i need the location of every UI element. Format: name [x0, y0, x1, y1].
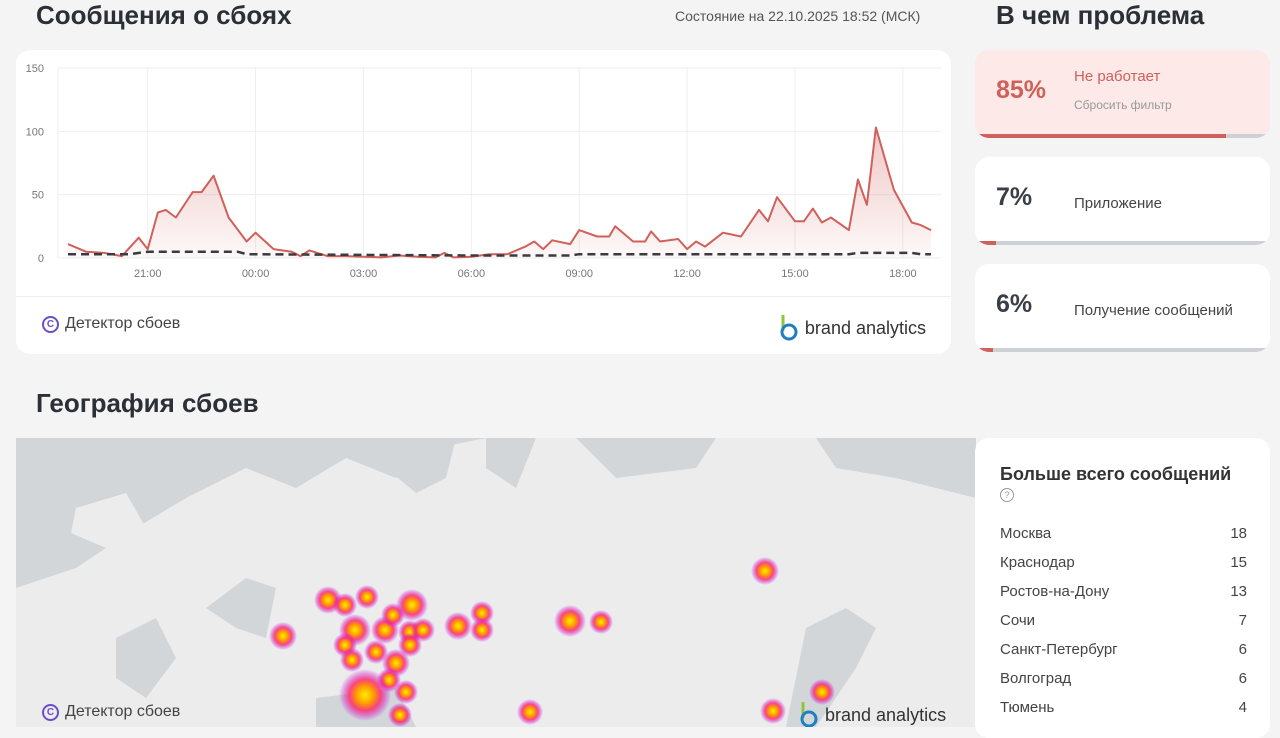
heat-spot [398, 633, 422, 657]
problem-share-fill [975, 348, 993, 352]
brand-analytics-icon [780, 315, 798, 341]
series-area [68, 127, 931, 258]
problem-filter-1[interactable]: 7% Приложение [975, 157, 1270, 245]
problem-share-bar [975, 348, 1270, 352]
outage-chart-card: 0 50 100 150 21:00 00:00 03:00 06:00 09:00 12:00 1… [16, 50, 951, 354]
top-cities-title: Больше всего сообщений [1000, 464, 1232, 484]
problem-label: Не работает [1074, 68, 1161, 85]
city-count: 6 [1238, 641, 1247, 658]
page-title: Сообщения о сбоях [36, 0, 292, 30]
heat-spot [396, 589, 428, 621]
heat-spot [751, 557, 779, 585]
city-count: 4 [1238, 699, 1247, 716]
problem-label: Получение сообщений [1074, 302, 1233, 319]
heat-spot [364, 640, 388, 664]
problem-share-fill [975, 241, 996, 245]
series-line-baseline [68, 250, 931, 257]
city-name: Сочи [1000, 612, 1036, 629]
city-row: Сочи 7 [1000, 612, 1247, 629]
city-row: Тюмень 4 [1000, 699, 1247, 716]
reset-filter-link[interactable]: Сбросить фильтр [1074, 98, 1172, 112]
arctic-sea [386, 438, 976, 498]
city-row: Ростов-на-Дону 13 [1000, 583, 1247, 600]
problem-share-bar [975, 241, 1270, 245]
status-timestamp: Состояние на 22.10.2025 18:52 (МСК) [675, 8, 921, 24]
problem-percent: 85% [996, 76, 1047, 104]
city-count: 13 [1230, 583, 1247, 600]
copyright-icon: C [42, 315, 59, 333]
x-tick-label: 09:00 [565, 268, 593, 280]
y-tick-label: 50 [32, 190, 44, 202]
y-tick-label: 0 [38, 253, 44, 265]
north-sea [116, 618, 176, 698]
heat-spot [589, 610, 613, 634]
problem-percent: 7% [996, 183, 1033, 211]
problems-title: В чем проблема [996, 0, 1205, 30]
x-tick-label: 21:00 [134, 268, 162, 280]
x-tick-label: 15:00 [781, 268, 809, 280]
city-name: Тюмень [1000, 699, 1055, 716]
y-tick-label: 150 [26, 63, 44, 75]
heat-spot [355, 585, 379, 609]
heat-spot [517, 699, 543, 725]
problem-filter-0[interactable]: 85% Не работает Сбросить фильтр [975, 50, 1270, 138]
heat-spot [809, 679, 835, 705]
city-count: 18 [1230, 525, 1247, 542]
problem-label: Приложение [1074, 195, 1162, 212]
series-line-main [67, 126, 932, 259]
heat-spot [339, 669, 391, 721]
problem-share-bar [975, 134, 1270, 138]
city-row: Санкт-Петербург 6 [1000, 641, 1247, 658]
city-row: Волгоград 6 [1000, 670, 1247, 687]
heat-spot [470, 618, 494, 642]
problem-share-fill [975, 134, 1226, 138]
x-tick-label: 06:00 [458, 268, 486, 280]
chart-footer: C Детектор сбоев brand analytics [16, 296, 951, 341]
map-copyright: C Детектор сбоев [42, 703, 180, 721]
help-icon[interactable]: ? [1000, 488, 1014, 502]
outage-heatmap[interactable]: C Детектор сбоев brand analytics [16, 438, 976, 727]
heat-spot [340, 648, 364, 672]
heat-spot [554, 605, 586, 637]
brand-logo: brand analytics [776, 313, 926, 343]
iceland [71, 493, 146, 548]
map[interactable] [16, 438, 976, 727]
map-brand-logo: brand analytics [796, 700, 946, 727]
heat-spot [333, 593, 357, 617]
city-name: Санкт-Петербург [1000, 641, 1118, 658]
brand-analytics-icon [800, 702, 818, 727]
city-count: 6 [1238, 670, 1247, 687]
heat-spot [760, 698, 786, 724]
problem-percent: 6% [996, 290, 1033, 318]
copyright-icon: C [42, 703, 59, 721]
city-count: 7 [1238, 612, 1247, 629]
x-tick-label: 03:00 [350, 268, 378, 280]
heat-spot [388, 703, 412, 727]
baltic-sea [206, 578, 276, 638]
sea-of-okhotsk [786, 608, 876, 727]
geo-title: География сбоев [36, 388, 259, 418]
heat-spot [444, 612, 472, 640]
city-name: Волгоград [1000, 670, 1072, 687]
x-tick-label: 18:00 [889, 268, 917, 280]
top-cities-panel: Больше всего сообщений ? Москва 18 Краснод… [975, 438, 1270, 738]
city-row: Москва 18 [1000, 525, 1247, 542]
ocean [16, 438, 146, 498]
heat-spot [470, 601, 494, 625]
heat-spot [394, 680, 418, 704]
y-tick-label: 100 [26, 126, 44, 138]
copyright-text: Детектор сбоев [65, 315, 181, 332]
copyright: C Детектор сбоев [42, 315, 180, 333]
city-row: Краснодар 15 [1000, 554, 1247, 571]
city-name: Краснодар [1000, 554, 1075, 571]
x-tick-label: 12:00 [673, 268, 701, 280]
problem-filter-2[interactable]: 6% Получение сообщений [975, 264, 1270, 352]
land [16, 438, 976, 727]
heat-spot [269, 622, 297, 650]
city-name: Ростов-на-Дону [1000, 583, 1110, 600]
x-tick-label: 00:00 [242, 268, 270, 280]
city-name: Москва [1000, 525, 1052, 542]
city-count: 15 [1230, 554, 1247, 571]
outage-chart: 0 50 100 150 21:00 00:00 03:00 06:00 09:00 12:00 1… [26, 63, 941, 280]
